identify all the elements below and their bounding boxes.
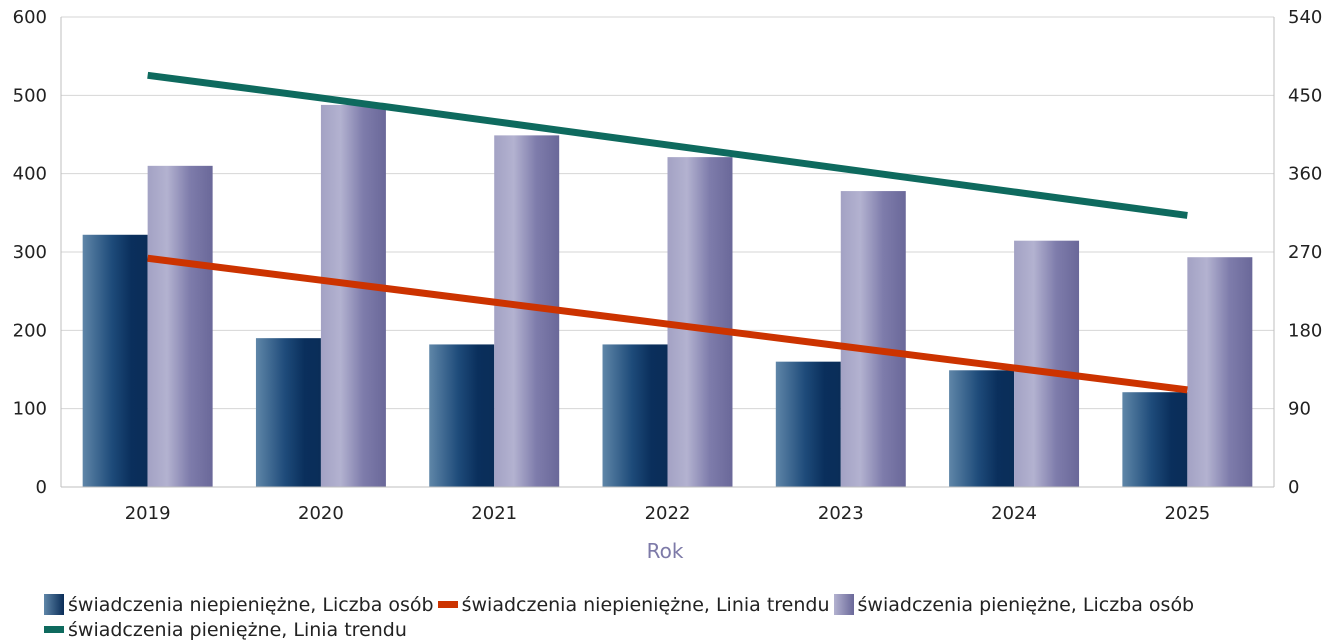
legend-swatch-2 (833, 594, 854, 615)
y-right-tick-label-4: 360 (1288, 164, 1322, 185)
bar-s0-2022 (602, 344, 668, 487)
bar-s0-2021 (429, 344, 495, 487)
y-right-tick-label-1: 90 (1288, 399, 1311, 420)
combo-chart: 0 100 200 300 400 500 600 0 90 180 270 360 450 540 201… (13, 7, 1323, 563)
bar-s0-2020 (255, 338, 321, 487)
y-right-tick-label-5: 450 (1288, 85, 1322, 106)
legend-item-series-3: świadczenia pieniężne, Linia trendu (44, 619, 407, 641)
x-tick-label-3: 2022 (645, 503, 691, 524)
legend: świadczenia niepieniężne, Liczba osób św… (44, 592, 1304, 642)
legend-label-1: świadczenia niepieniężne, Linia trendu (461, 593, 830, 616)
y-left-tick-label-1: 100 (13, 399, 47, 420)
y-left-tick-label-3: 300 (13, 242, 47, 263)
legend-swatch-0 (44, 594, 64, 615)
legend-item-series-1: świadczenia niepieniężne, Linia trendu (437, 593, 830, 616)
trend-line-0 (147, 254, 1188, 394)
y-left-tick-label-2: 200 (13, 320, 47, 341)
bar-s0-2025 (1122, 392, 1188, 487)
y-left-tick-label-6: 600 (13, 7, 47, 28)
legend-swatch-1 (437, 601, 458, 608)
legend-item-series-0: świadczenia niepieniężne, Liczba osób (44, 594, 434, 616)
axes: 0 100 200 300 400 500 600 0 90 180 270 360 450 540 201… (13, 7, 1323, 524)
bar-s1-2023 (840, 191, 906, 487)
y-right-tick-label-6: 540 (1288, 7, 1322, 28)
x-tick-label-5: 2024 (991, 503, 1037, 524)
bars (82, 104, 1253, 488)
y-left-tick-label-5: 500 (13, 85, 47, 106)
x-tick-label-0: 2019 (125, 503, 171, 524)
bar-s1-2025 (1187, 257, 1253, 487)
legend-label-0: świadczenia niepieniężne, Liczba osób (68, 593, 434, 616)
legend-label-3: świadczenia pieniężne, Linia trendu (68, 618, 407, 641)
legend-swatch-3 (44, 626, 64, 633)
bar-s0-2023 (775, 361, 841, 487)
trend-lines (147, 71, 1188, 394)
y-right-tick-label-3: 270 (1288, 242, 1322, 263)
bar-s0-2024 (949, 370, 1015, 487)
bar-s1-2020 (320, 104, 386, 487)
bar-s1-2019 (147, 165, 213, 488)
legend-label-2: świadczenia pieniężne, Liczba osób (857, 593, 1195, 616)
x-tick-label-4: 2023 (818, 503, 864, 524)
x-tick-label-2: 2021 (471, 503, 517, 524)
trend-line-1 (147, 71, 1188, 219)
y-left-tick-label-0: 0 (36, 477, 47, 498)
y-right-tick-label-0: 0 (1288, 477, 1299, 498)
bar-s1-2024 (1014, 240, 1080, 487)
bar-s0-2019 (82, 234, 148, 487)
legend-item-series-2: świadczenia pieniężne, Liczba osób (833, 593, 1195, 616)
x-tick-label-1: 2020 (298, 503, 344, 524)
y-left-tick-label-4: 400 (13, 164, 47, 185)
x-axis-title: Rok (647, 539, 684, 563)
y-right-tick-label-2: 180 (1288, 320, 1322, 341)
x-tick-label-6: 2025 (1164, 503, 1210, 524)
